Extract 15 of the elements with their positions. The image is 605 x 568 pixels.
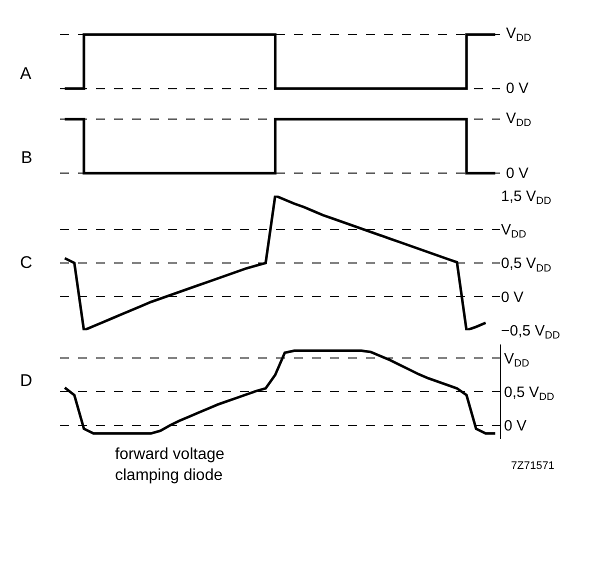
text: C bbox=[20, 253, 32, 272]
line-series bbox=[63, 349, 497, 435]
text: A bbox=[20, 64, 32, 83]
y-tick-label: 0,5 V$_{DD}$ bbox=[504, 384, 555, 404]
y-tick-label: 0 V bbox=[501, 288, 524, 306]
y-tick-label: 0 V bbox=[504, 418, 527, 435]
text: 7Z71571 bbox=[511, 460, 554, 472]
text: forward voltage clamping diode bbox=[115, 446, 224, 484]
y-tick-label: −0,5 V$_{DD}$ bbox=[501, 322, 560, 342]
y-tick-label: V$_{DD}$ bbox=[501, 222, 527, 241]
y-tick-label: 0,5 V$_{DD}$ bbox=[501, 255, 552, 274]
y-tick-label: 1,5 V$_{DD}$ bbox=[501, 188, 552, 208]
y-tick-label: V$_{DD}$ bbox=[504, 350, 530, 370]
text: D bbox=[20, 371, 32, 390]
text: B bbox=[21, 148, 32, 167]
